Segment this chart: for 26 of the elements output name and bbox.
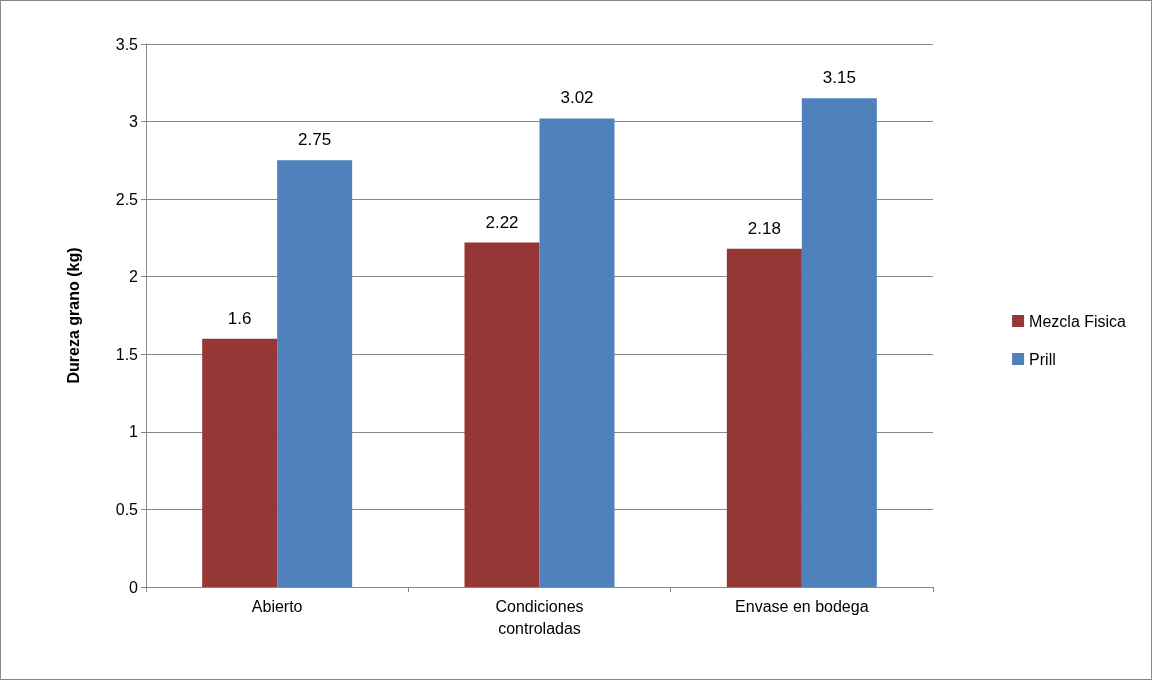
bar [726,248,802,587]
data-label: 1.6 [227,308,252,328]
data-label: 3.02 [560,88,594,108]
x-tick-label: Envase en bodega [735,597,869,615]
y-tick-label: 3.5 [115,35,139,53]
y-tick-label: 1 [129,423,139,441]
data-label: 2.75 [298,130,332,150]
y-tick-label: 0 [129,578,139,596]
y-tick-label: 0.5 [115,500,139,518]
legend-label: Mezcla Fisica [1029,312,1127,330]
bar [801,98,877,587]
bar [202,338,278,587]
y-tick-label: 3 [129,113,139,131]
y-tick-label: 2.5 [115,190,139,208]
data-label: 2.22 [485,212,519,232]
bar [464,242,540,587]
legend-label: Prill [1029,350,1056,368]
y-axis-title: Dureza grano (kg) [64,247,82,384]
x-tick-label: Condiciones controladas [495,597,584,637]
y-tick-label: 1.5 [115,345,139,363]
y-tick-label: 2 [129,268,139,286]
bar [539,118,615,587]
x-tick-label: Abierto [251,597,303,615]
data-label: 3.15 [822,68,856,88]
bar [277,160,353,587]
data-label: 2.18 [747,218,781,238]
